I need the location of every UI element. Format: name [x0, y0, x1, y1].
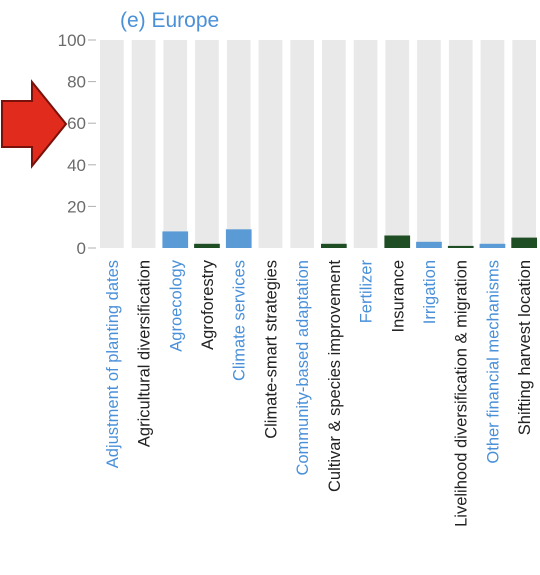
x-category-label: Irrigation — [421, 260, 439, 324]
x-category-label: Fertilizer — [358, 260, 376, 324]
grid-band — [480, 40, 505, 248]
x-category-label: Adjustment of planting dates — [104, 260, 122, 468]
y-axis: 0 20 40 60 80 100 — [58, 31, 96, 258]
grid-band — [385, 40, 410, 248]
x-category-label: Other financial mechanisms — [484, 260, 502, 464]
bar — [511, 237, 537, 248]
bar — [416, 241, 442, 248]
category-labels: Adjustment of planting dates Agricultural… — [104, 259, 534, 527]
grid-band — [322, 40, 346, 248]
grid-band — [131, 40, 156, 248]
y-tick-label: 60 — [67, 114, 86, 133]
grid-band — [448, 40, 473, 248]
x-category-label: Community-based adaptation — [294, 260, 312, 476]
grid-band — [195, 40, 219, 248]
x-category-label: Cultivar & species improvement — [326, 260, 344, 492]
bars — [162, 229, 537, 248]
bar — [321, 243, 347, 248]
grid-band — [353, 40, 378, 248]
grid-band — [417, 40, 441, 248]
bar — [162, 231, 189, 248]
grid-band — [512, 40, 536, 248]
x-category-label: Agricultural diversification — [136, 260, 154, 447]
grid-band — [163, 40, 188, 248]
right-arrow-icon — [1, 79, 68, 169]
y-tick-label: 100 — [58, 31, 86, 50]
chart-title: (e) Europe — [120, 9, 219, 32]
grid-band — [226, 40, 251, 248]
bar — [225, 229, 252, 248]
bar — [194, 243, 220, 248]
x-category-label: Livelihood diversification & migration — [453, 260, 471, 527]
y-tick-label: 0 — [77, 239, 86, 258]
bar — [384, 235, 411, 248]
x-category-label: Climate services — [231, 260, 249, 381]
x-category-label: Insurance — [389, 260, 407, 332]
y-tick-label: 40 — [67, 156, 86, 175]
grid-band — [290, 40, 314, 248]
bar — [479, 243, 506, 248]
grid-band — [258, 40, 283, 248]
x-category-label: Agroforestry — [199, 259, 217, 350]
y-tick-label: 80 — [67, 73, 86, 92]
bar — [447, 245, 474, 248]
x-category-label: Climate-smart strategies — [262, 260, 280, 439]
y-tick-label: 20 — [67, 197, 86, 216]
x-category-label: Shifting harvest location — [516, 260, 534, 435]
grid-bands — [100, 40, 536, 248]
x-category-label: Agroecology — [167, 259, 185, 351]
grid-band — [100, 40, 124, 248]
